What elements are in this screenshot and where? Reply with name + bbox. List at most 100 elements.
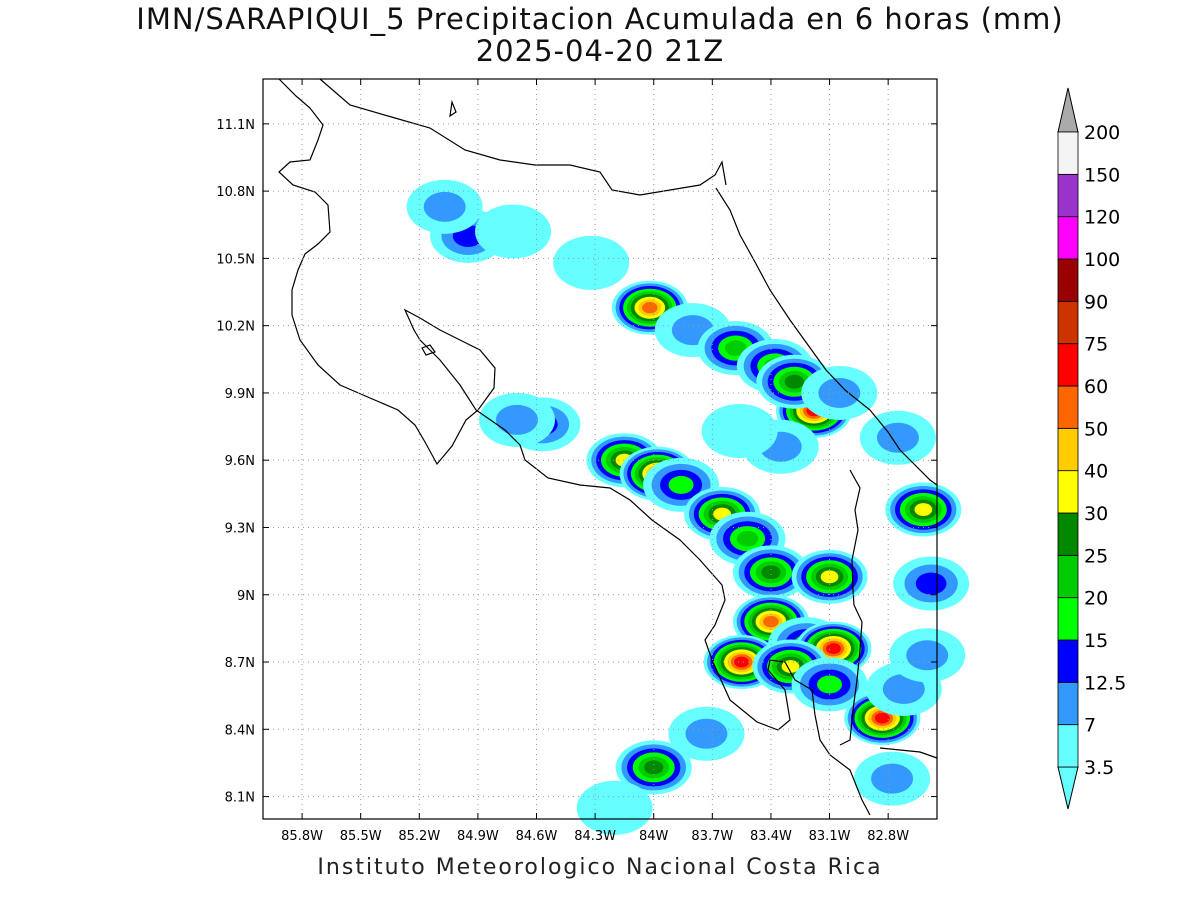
map-frame xyxy=(262,78,938,820)
legend-swatch xyxy=(1057,300,1079,345)
legend-swatch xyxy=(1057,173,1079,218)
rain-contour xyxy=(685,718,728,749)
rain-contour xyxy=(820,570,839,584)
legend-label: 15 xyxy=(1084,630,1108,652)
rain-cell xyxy=(615,740,692,795)
y-tick-label: 11.1N xyxy=(216,118,255,133)
rain-contour xyxy=(763,616,779,628)
rain-cell xyxy=(475,204,552,259)
coastline xyxy=(278,78,938,816)
rain-contour xyxy=(915,572,947,595)
pacific-coast xyxy=(278,78,871,816)
rain-cell xyxy=(478,392,555,447)
y-tick-label: 9.9N xyxy=(225,387,255,402)
rain-cell xyxy=(553,235,630,290)
legend-swatch xyxy=(1057,258,1079,302)
rain-contour xyxy=(642,302,658,314)
legend-arrow-low xyxy=(1057,766,1079,810)
legend-swatch xyxy=(1057,343,1079,387)
rain-contour xyxy=(734,656,750,668)
x-tick-label: 84.3W xyxy=(574,829,616,844)
rain-contour xyxy=(826,643,841,654)
sw-peninsula xyxy=(879,747,938,759)
rain-cell xyxy=(859,410,936,465)
map-title: IMN/SARAPIQUI_5 Precipitacion Acumulada … xyxy=(136,2,1064,36)
rain-contour xyxy=(423,191,466,222)
rain-cell xyxy=(576,780,653,835)
legend-swatch xyxy=(1057,512,1079,556)
legend-swatch xyxy=(1057,724,1079,768)
legend-label: 20 xyxy=(1084,588,1108,610)
legend-label: 100 xyxy=(1084,249,1120,271)
legend-label: 120 xyxy=(1084,207,1120,229)
x-tick-label: 83.4W xyxy=(750,829,792,844)
rain-contour xyxy=(644,760,664,775)
legend-swatch xyxy=(1057,470,1079,514)
rain-contour xyxy=(724,340,747,356)
rain-contour xyxy=(576,780,653,835)
legend-arrow-high xyxy=(1057,87,1079,133)
rain-cell xyxy=(701,404,778,459)
legend-swatch xyxy=(1057,681,1079,726)
rain-contour xyxy=(736,530,759,547)
legend-swatch xyxy=(1057,131,1079,175)
rain-contour xyxy=(876,422,919,453)
rain-cell xyxy=(801,365,878,420)
legend-label: 50 xyxy=(1084,418,1108,440)
rain-contour xyxy=(914,503,933,516)
credit-text: Instituto Meteorologico Nacional Costa R… xyxy=(317,855,883,880)
rain-contour xyxy=(475,204,552,259)
rain-contour xyxy=(818,377,861,408)
rain-contour xyxy=(882,673,925,704)
legend-label: 150 xyxy=(1084,164,1120,186)
legend-label: 12.5 xyxy=(1084,672,1126,694)
legend-swatch xyxy=(1057,427,1079,472)
x-tick-label: 85.2W xyxy=(398,829,440,844)
map-subtitle: 2025-04-20 21Z xyxy=(475,34,725,68)
legend-swatch xyxy=(1057,639,1079,683)
rain-cell xyxy=(854,751,931,806)
x-tick-label: 82.8W xyxy=(867,829,909,844)
x-tick-label: 84.6W xyxy=(516,829,558,844)
y-tick-label: 10.5N xyxy=(216,252,255,267)
rain-contour xyxy=(553,235,630,290)
x-tick-label: 83.7W xyxy=(691,829,733,844)
rain-cell xyxy=(732,545,809,600)
legend-swatch xyxy=(1057,216,1079,260)
rain-contour xyxy=(668,475,694,494)
legend-label: 7 xyxy=(1084,715,1096,737)
gulf-island xyxy=(421,344,436,356)
legend-label: 30 xyxy=(1084,503,1108,525)
x-tick-label: 85.5W xyxy=(340,829,382,844)
rain-contour xyxy=(874,712,890,724)
rain-cell xyxy=(791,549,868,604)
x-tick-label: 84.9W xyxy=(457,829,499,844)
rain-contour xyxy=(906,640,949,671)
rain-contour xyxy=(761,565,781,580)
rain-contour xyxy=(701,404,778,459)
legend-swatch xyxy=(1057,597,1079,641)
grid xyxy=(263,79,937,819)
legend-label: 200 xyxy=(1084,122,1120,144)
rain-cell xyxy=(668,706,745,761)
rain-cell xyxy=(889,628,966,683)
rain-contour xyxy=(871,763,914,794)
legend-swatch xyxy=(1057,554,1079,599)
y-tick-label: 8.1N xyxy=(225,791,255,806)
x-tick-label: 84W xyxy=(639,829,669,844)
x-tick-label: 85.8W xyxy=(281,829,323,844)
panama-border xyxy=(839,469,863,746)
y-tick-label: 8.4N xyxy=(225,723,255,738)
y-tick-label: 10.8N xyxy=(216,185,255,200)
legend-label: 90 xyxy=(1084,291,1108,313)
legend-swatch xyxy=(1057,385,1079,429)
y-tick-label: 8.7N xyxy=(225,656,255,671)
rain-cell xyxy=(893,556,970,611)
y-tick-label: 9.6N xyxy=(225,454,255,469)
x-tick-label: 83.1W xyxy=(809,829,851,844)
y-tick-label: 9N xyxy=(237,589,255,604)
rain-layer xyxy=(406,179,970,835)
legend-label: 60 xyxy=(1084,376,1108,398)
rain-cell xyxy=(406,179,483,234)
